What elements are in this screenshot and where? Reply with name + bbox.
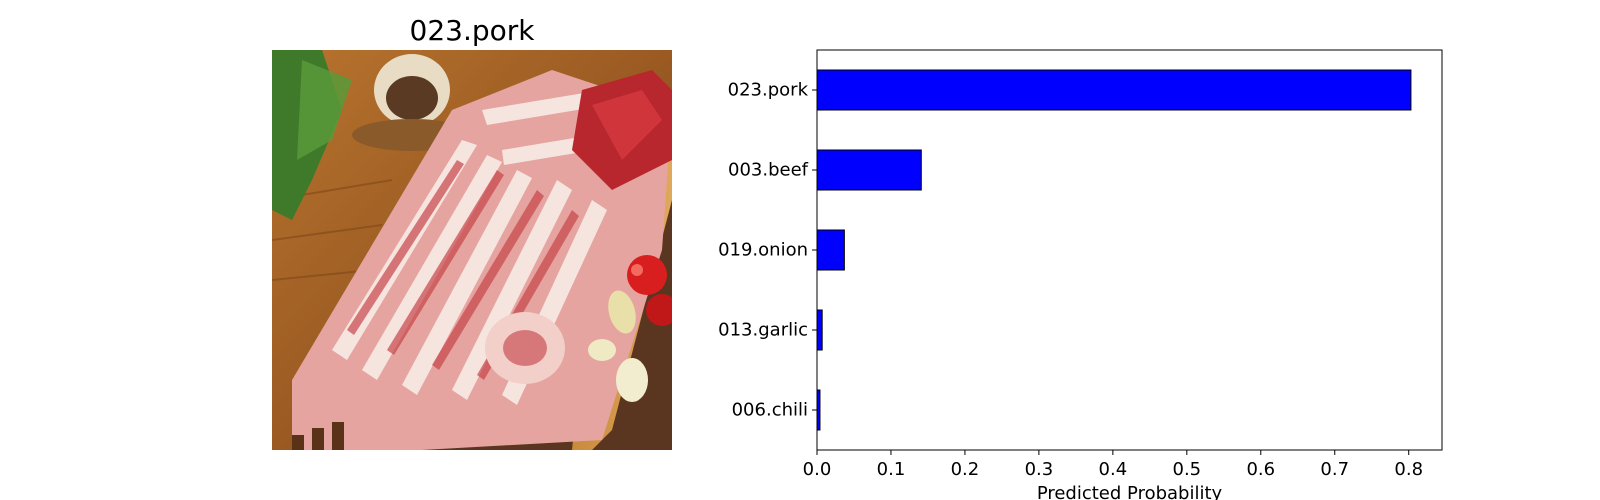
y-tick-label: 013.garlic	[718, 320, 808, 341]
x-tick-label: 0.6	[1246, 459, 1275, 480]
x-tick-label: 0.8	[1394, 459, 1423, 480]
bar-013.garlic	[816, 309, 823, 351]
y-tick-label: 006.chili	[732, 400, 808, 421]
bar-019.onion	[816, 229, 845, 271]
y-tick-label: 019.onion	[718, 240, 808, 261]
bars-layer	[816, 69, 1412, 431]
x-axis-label: Predicted Probability	[1037, 483, 1223, 500]
y-axis: 023.pork 003.beef 019.onion 013.garlic 006.c…	[718, 80, 817, 421]
pork-photo	[272, 50, 672, 450]
x-tick-label: 0.0	[803, 459, 832, 480]
image-title: 023.pork	[409, 14, 535, 47]
y-tick-label: 003.beef	[728, 160, 809, 181]
x-tick-label: 0.7	[1320, 459, 1349, 480]
x-tick-label: 0.4	[1099, 459, 1128, 480]
bar-023.pork	[816, 69, 1412, 111]
x-tick-label: 0.3	[1025, 459, 1054, 480]
x-tick-label: 0.1	[877, 459, 906, 480]
bar-003.beef	[816, 149, 922, 191]
y-tick-label: 023.pork	[728, 80, 809, 101]
x-tick-label: 0.2	[951, 459, 980, 480]
x-tick-label: 0.5	[1173, 459, 1202, 480]
x-axis: 0.0 0.1 0.2 0.3 0.4 0.5 0.6 0.7 0.8	[803, 450, 1423, 480]
